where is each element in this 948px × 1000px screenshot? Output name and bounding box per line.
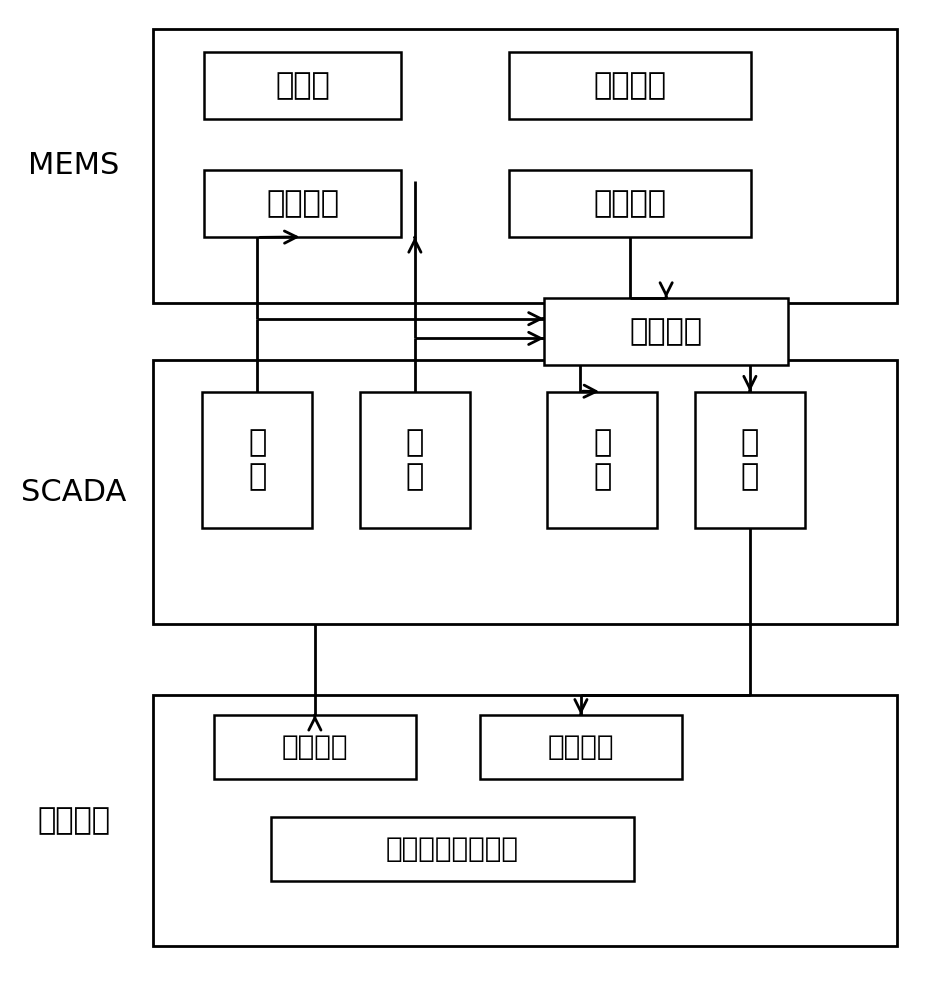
Text: 保护装置: 保护装置 — [548, 733, 614, 761]
Bar — [480, 715, 682, 779]
Bar — [204, 170, 401, 237]
Text: 运行控制: 运行控制 — [593, 189, 666, 218]
Text: 优化调度: 优化调度 — [593, 71, 666, 100]
Text: 就地设备: 就地设备 — [38, 806, 111, 835]
Bar — [153, 360, 897, 624]
Text: 分布式发电控制器: 分布式发电控制器 — [386, 835, 519, 863]
Bar — [204, 52, 401, 119]
Text: 遥
信: 遥 信 — [406, 428, 424, 491]
Bar — [153, 29, 897, 303]
Bar — [509, 170, 751, 237]
Text: 遥
调: 遥 调 — [592, 428, 611, 491]
Bar — [202, 392, 313, 528]
Text: 模式切换: 模式切换 — [266, 189, 339, 218]
Text: 遥
控: 遥 控 — [740, 428, 759, 491]
Bar — [695, 392, 805, 528]
Bar — [509, 52, 751, 119]
Bar — [271, 817, 633, 881]
Bar — [153, 695, 897, 946]
Text: 遥
测: 遥 测 — [248, 428, 266, 491]
Text: 黑启动: 黑启动 — [275, 71, 330, 100]
Bar — [359, 392, 470, 528]
Bar — [547, 392, 657, 528]
Text: SCADA: SCADA — [21, 478, 127, 507]
Bar — [544, 298, 789, 365]
Text: 测控装置: 测控装置 — [282, 733, 348, 761]
Text: 顺序控制: 顺序控制 — [629, 317, 702, 346]
Text: MEMS: MEMS — [28, 151, 119, 180]
Bar — [214, 715, 416, 779]
